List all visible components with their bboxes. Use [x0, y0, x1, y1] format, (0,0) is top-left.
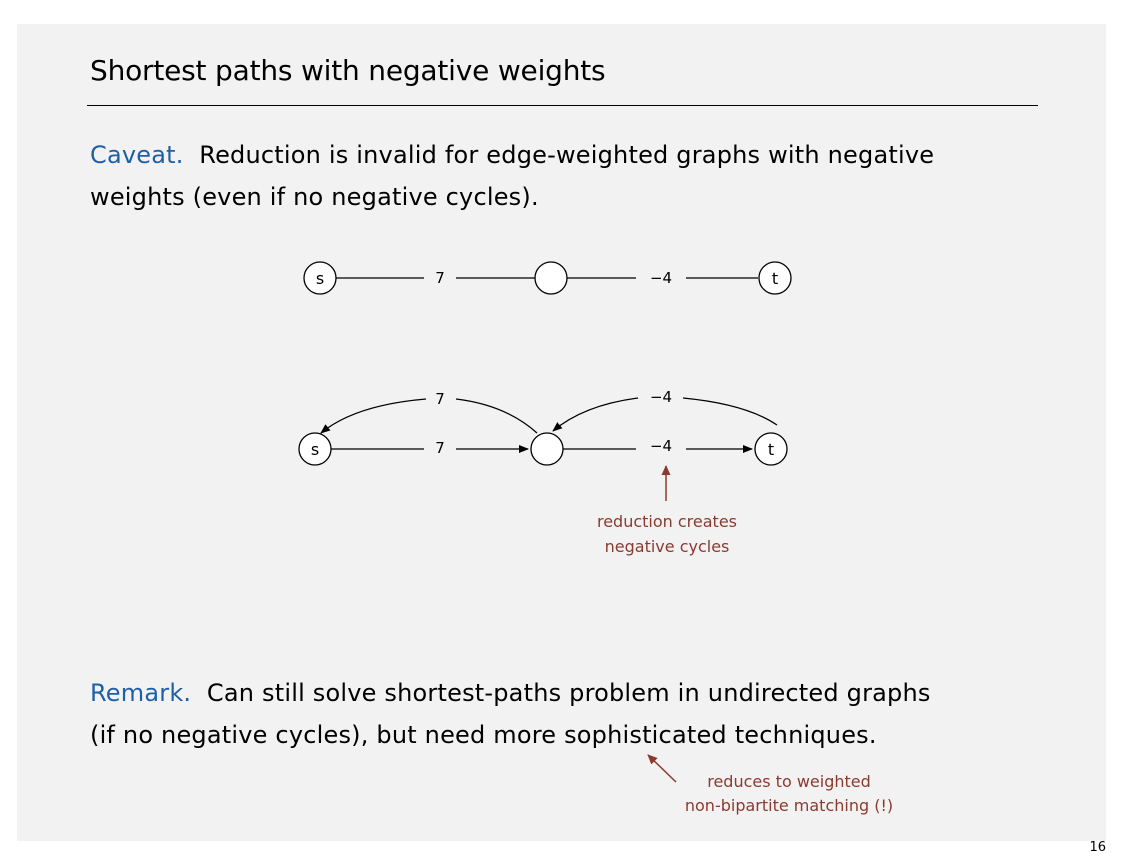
directed-node-t [754, 432, 788, 466]
back-edge-1b [455, 398, 538, 434]
back-weight-2: −4 [650, 388, 672, 406]
caveat-paragraph: Caveat. Reduction is invalid for edge-we… [90, 134, 934, 218]
directed-node-s-label: s [311, 440, 319, 459]
annotation2-line2: non-bipartite matching (!) [685, 796, 893, 815]
undirected-node-s [303, 261, 337, 295]
caveat-keyword: Caveat. [90, 141, 184, 169]
annotation-negative-cycles: reduction creates negative cycles [597, 465, 737, 556]
back-edge-2b [682, 397, 778, 426]
title-rule [87, 105, 1038, 106]
caveat-line2: weights (even if no negative cycles). [90, 183, 539, 211]
slide: Shortest paths with negative weights Cav… [17, 24, 1106, 841]
directed-node-t-label: t [768, 440, 774, 459]
remark-paragraph: Remark. Can still solve shortest-paths p… [90, 672, 931, 756]
back-edge-1a [320, 398, 427, 434]
back-weight-1: 7 [435, 390, 445, 408]
undirected-weight-1: 7 [435, 269, 445, 287]
annotation-matching: reduces to weighted non-bipartite matchi… [647, 754, 893, 815]
forward-weight-2: −4 [650, 437, 672, 455]
forward-weight-1: 7 [435, 439, 445, 457]
undirected-node-t-label: t [772, 269, 778, 288]
back-edge-2a [552, 397, 639, 432]
directed-node-middle [530, 432, 564, 466]
undirected-graph: s t 7 −4 [303, 261, 792, 295]
directed-node-s [298, 432, 332, 466]
undirected-node-t [758, 261, 792, 295]
slide-title: Shortest paths with negative weights [90, 54, 606, 87]
annotation1-line1: reduction creates [597, 512, 737, 531]
annotation2-line1: reduces to weighted [707, 772, 871, 791]
undirected-node-s-label: s [316, 269, 324, 288]
remark-keyword: Remark. [90, 679, 192, 707]
diagonal-arrow-icon [647, 754, 677, 783]
annotation1-line2: negative cycles [605, 537, 730, 556]
undirected-node-middle [534, 261, 568, 295]
remark-line1: Can still solve shortest-paths problem i… [206, 679, 931, 707]
remark-line2: (if no negative cycles), but need more s… [90, 721, 877, 749]
undirected-weight-2: −4 [650, 269, 672, 287]
caveat-line1: Reduction is invalid for edge-weighted g… [199, 141, 935, 169]
page-number: 16 [1089, 840, 1106, 855]
directed-graph: s t 7 −4 7 −4 [298, 388, 788, 466]
